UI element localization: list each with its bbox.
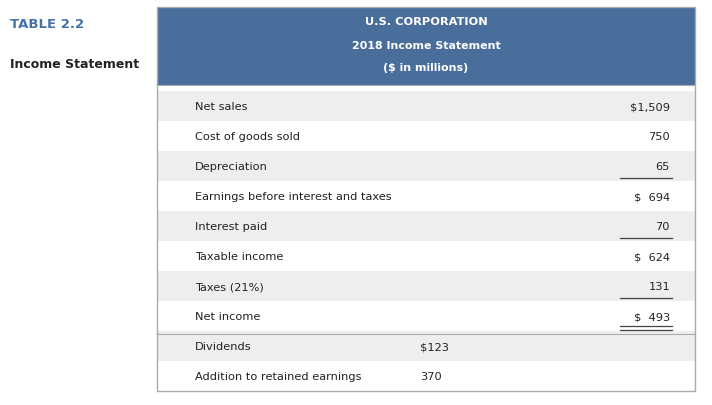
Text: ($ in millions): ($ in millions)	[383, 63, 468, 73]
Text: TABLE 2.2: TABLE 2.2	[10, 18, 84, 31]
Text: 2018 Income Statement: 2018 Income Statement	[352, 41, 501, 51]
Bar	[157, 122, 695, 151]
Text: $1,509: $1,509	[630, 102, 670, 112]
Text: Net sales: Net sales	[195, 102, 248, 112]
Text: $  493: $ 493	[634, 311, 670, 321]
Text: 131: 131	[648, 281, 670, 291]
Bar	[157, 8, 695, 86]
Bar	[157, 301, 695, 331]
Text: Interest paid: Interest paid	[195, 222, 267, 231]
Text: Taxable income: Taxable income	[195, 252, 283, 261]
Text: $  694: $ 694	[634, 192, 670, 202]
Text: Depreciation: Depreciation	[195, 162, 268, 172]
Text: 70: 70	[656, 222, 670, 231]
Text: Income Statement: Income Statement	[10, 58, 139, 71]
Text: Dividends: Dividends	[195, 341, 251, 351]
Bar	[157, 8, 695, 391]
Bar	[157, 151, 695, 181]
Bar	[157, 241, 695, 271]
Text: 65: 65	[656, 162, 670, 172]
Bar	[157, 92, 695, 122]
Text: Addition to retained earnings: Addition to retained earnings	[195, 371, 362, 381]
Bar	[157, 271, 695, 301]
Bar	[157, 361, 695, 391]
Text: 750: 750	[648, 132, 670, 142]
Text: Net income: Net income	[195, 311, 261, 321]
Bar	[157, 211, 695, 241]
Text: U.S. CORPORATION: U.S. CORPORATION	[365, 17, 488, 27]
Text: Taxes (21%): Taxes (21%)	[195, 281, 263, 291]
Bar	[157, 331, 695, 361]
Text: $123: $123	[420, 341, 449, 351]
Text: $  624: $ 624	[634, 252, 670, 261]
Text: Cost of goods sold: Cost of goods sold	[195, 132, 300, 142]
Text: Earnings before interest and taxes: Earnings before interest and taxes	[195, 192, 392, 202]
Text: 370: 370	[420, 371, 441, 381]
Bar	[157, 181, 695, 211]
